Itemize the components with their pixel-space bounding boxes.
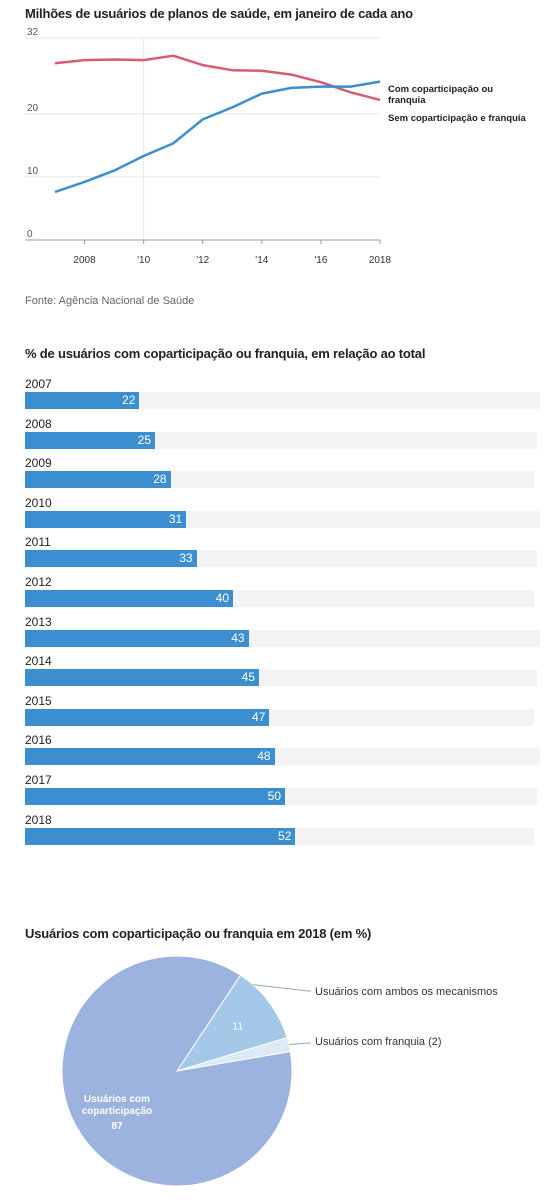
bar-category-label: 2016 [25,733,52,748]
x-tick-label: 2018 [369,255,392,266]
bar-row: 2012 40 [25,575,540,607]
y-tick-label: 0 [27,229,33,240]
x-tick-label: '16 [314,255,327,266]
x-tick-label: '14 [255,255,268,266]
series-label: franquia [388,95,426,106]
bar-track: 45 [25,669,537,687]
bar-value-label: 22 [122,393,136,407]
bar-value-label: 28 [153,472,167,487]
bar: 48 [25,748,275,766]
source-note: Fonte: Agência Nacional de Saúde [25,295,195,307]
bar-track: 43 [25,629,540,647]
bar-row: 2008 25 [25,417,540,449]
bar-value-label: 48 [257,749,271,764]
bar-track: 40 [25,590,534,607]
bar-track: 47 [25,708,534,726]
bar-track: 31 [25,510,540,528]
pie-chart: 11 Usuários com ambos os mecanismos Usuári… [61,955,498,1187]
bar-category-label: 2018 [25,812,52,827]
bar-row: 2010 31 [25,496,540,528]
bar-track: 22 [25,392,540,409]
series-line-1 [54,80,381,194]
bar-value-label: 40 [215,591,229,605]
x-tick-label: 2008 [73,255,96,266]
bar-value-label: 52 [278,828,292,843]
bar: 40 [25,590,233,607]
series-label: Com coparticipação ou [388,84,493,95]
bar-value-label: 33 [179,551,193,566]
bar-value-label: 43 [231,630,245,645]
y-tick-label: 32 [27,27,39,38]
bar-category-label: 2014 [25,654,52,669]
pie-slice-2 [61,955,293,1187]
leader-line [252,984,311,992]
x-tick-label: '12 [196,255,209,266]
bar-track: 33 [25,550,537,568]
bar: 43 [25,629,249,647]
pie-slice-label: coparticipação [82,1106,153,1117]
bar-value-label: 50 [267,789,281,803]
series-line-0 [54,54,381,102]
pie-chart-title: Usuários com coparticipação ou franquia … [25,926,372,941]
bar-row: 2016 48 [25,733,540,766]
bar-category-label: 2011 [25,535,51,550]
bar-value-label: 47 [252,709,266,724]
bar-row: 2014 45 [25,654,540,687]
bar: 33 [25,550,197,568]
bar-category-label: 2010 [25,495,52,510]
bar: 45 [25,669,259,687]
bar-row: 2011 33 [25,535,540,568]
bar-row: 2007 22 [25,377,540,409]
y-tick-label: 10 [27,166,39,177]
bar-track: 28 [25,471,534,489]
bar: 28 [25,471,171,489]
bar-value-label: 31 [168,511,183,526]
pie-value-label: 87 [111,1121,123,1132]
bar-row: 2017 50 [25,773,540,805]
bar-row: 2015 47 [25,694,540,726]
bar-category-label: 2009 [25,456,52,471]
pie-slice-label: Usuários com franquia (2) [315,1036,442,1048]
bar-track: 50 [25,788,537,805]
line-chart-title: Milhões de usuários de planos de saúde, … [25,6,413,21]
bar: 52 [25,827,296,845]
bar-category-label: 2008 [25,416,52,431]
y-tick-label: 20 [27,103,39,114]
bar: 50 [25,788,285,805]
pie-slice-label: Usuários com ambos os mecanismos [315,986,498,998]
bar-category-label: 2015 [25,693,52,708]
bar-row: 2013 43 [25,615,540,647]
bar-track: 25 [25,431,537,449]
bar-category-label: 2013 [25,614,52,629]
bar: 47 [25,708,270,726]
bar: 25 [25,431,155,449]
bar-category-label: 2012 [25,575,52,589]
bar-track: 48 [25,748,540,766]
bar-track: 52 [25,827,534,845]
bar-category-label: 2007 [25,377,52,391]
bar-row: 2018 52 [25,813,540,845]
x-tick-label: '10 [137,255,150,266]
bar-category-label: 2017 [25,773,52,787]
pie-slice-0 [175,974,288,1072]
line-chart: 0 10 20 32 2008 '10 '12 '14 '16 2018 Com copartici… [25,27,527,266]
bar-value-label: 25 [137,432,151,447]
leader-line [288,1042,311,1045]
bar-row: 2009 28 [25,456,540,489]
bar-value-label: 45 [241,670,255,685]
bar: 31 [25,510,187,528]
bar-chart-title: % de usuários com coparticipação ou fran… [25,346,426,361]
bar: 22 [25,392,140,409]
pie-value-label: 11 [233,1022,244,1033]
pie-slice-label: Usuários com [84,1094,150,1105]
series-label: Sem coparticipação e franquia [388,113,527,124]
